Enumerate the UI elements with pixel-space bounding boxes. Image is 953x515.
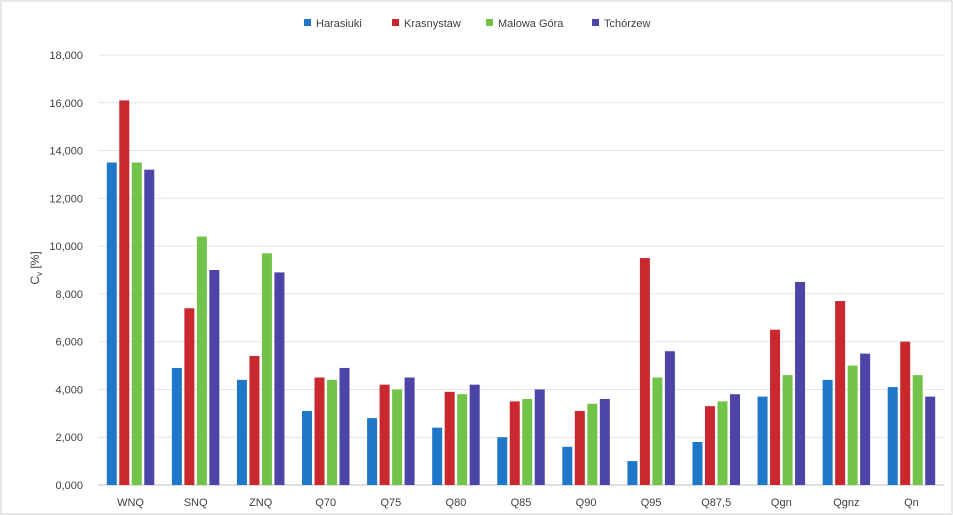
x-axis-ticks: WNQ SNQ ZNQ Q70 Q75 Q80 Q85 Q90 Q95 Q87,5 Qgn Qgnz Q… — [117, 497, 919, 509]
y-tick-label: 0,000 — [55, 480, 83, 492]
y-tick-label: 12,000 — [49, 193, 83, 205]
bar-krasnystaw-q70 — [314, 377, 325, 485]
x-tick-label: Q87,5 — [701, 497, 731, 509]
bar-krasnystaw-qn — [900, 341, 911, 485]
bar-krasnystaw-q85 — [509, 401, 520, 485]
bar-malowa-g-ra-q75 — [392, 389, 403, 485]
bar-harasiuki-znq — [236, 379, 247, 485]
bar-tch-rzew-znq — [274, 272, 285, 485]
bar-malowa-g-ra-qgn — [782, 375, 793, 485]
x-tick-label: ZNQ — [249, 497, 273, 509]
bar-tch-rzew-q95 — [664, 351, 675, 485]
x-tick-label: Q70 — [315, 497, 336, 509]
bar-tch-rzew-q70 — [339, 367, 350, 485]
y-axis-title-main: C — [28, 276, 42, 285]
bar-malowa-g-ra-q70 — [327, 379, 338, 485]
y-tick-label: 10,000 — [49, 241, 83, 253]
bar-krasnystaw-snq — [184, 308, 195, 485]
bar-tch-rzew-q80 — [469, 384, 480, 485]
bar-harasiuki-wnq — [106, 162, 117, 485]
bar-malowa-g-ra-q85 — [522, 399, 533, 485]
y-tick-label: 6,000 — [55, 337, 83, 349]
bars — [106, 100, 936, 485]
x-tick-label: Qgnz — [833, 497, 859, 509]
bar-harasiuki-qgnz — [822, 379, 833, 485]
bar-malowa-g-ra-snq — [196, 236, 207, 485]
bar-harasiuki-q75 — [367, 418, 378, 485]
bar-malowa-g-ra-q87-5 — [717, 401, 728, 485]
y-tick-label: 2,000 — [55, 432, 83, 444]
x-tick-label: Q95 — [641, 497, 662, 509]
bar-malowa-g-ra-q95 — [652, 377, 663, 485]
x-tick-label: Qgn — [771, 497, 792, 509]
bar-krasnystaw-qgnz — [835, 301, 846, 485]
bar-krasnystaw-q80 — [444, 391, 455, 485]
bar-harasiuki-q85 — [497, 437, 508, 485]
legend-label: Tchórzew — [604, 18, 651, 30]
y-tick-label: 4,000 — [55, 384, 83, 396]
x-tick-label: Q75 — [380, 497, 401, 509]
bar-harasiuki-q70 — [302, 410, 313, 485]
bar-malowa-g-ra-q90 — [587, 403, 598, 485]
legend-swatch — [486, 19, 493, 26]
bar-tch-rzew-q85 — [534, 389, 545, 485]
bar-tch-rzew-qn — [925, 396, 936, 485]
y-tick-label: 14,000 — [49, 146, 83, 158]
bar-tch-rzew-q87-5 — [729, 394, 740, 485]
bar-tch-rzew-qgn — [795, 281, 806, 485]
legend-label: Harasiuki — [316, 18, 362, 30]
bar-tch-rzew-snq — [209, 270, 220, 485]
legend-label: Krasnystaw — [404, 18, 461, 30]
bar-harasiuki-qn — [887, 387, 898, 485]
x-tick-label: Q90 — [576, 497, 597, 509]
x-tick-label: WNQ — [117, 497, 144, 509]
bar-malowa-g-ra-qn — [912, 375, 923, 485]
bar-malowa-g-ra-q80 — [457, 394, 468, 485]
bar-krasnystaw-qgn — [770, 329, 781, 485]
legend-label: Malowa Góra — [498, 18, 564, 30]
bar-tch-rzew-q75 — [404, 377, 415, 485]
bar-malowa-g-ra-znq — [261, 253, 272, 485]
legend: Harasiuki Krasnystaw Malowa Góra Tchórzew — [304, 18, 651, 30]
bar-krasnystaw-q95 — [639, 258, 650, 485]
legend-swatch — [392, 19, 399, 26]
y-tick-label: 16,000 — [49, 98, 83, 110]
y-axis-ticks: 0,000 2,000 4,000 6,000 8,000 10,000 12,000 14,… — [49, 50, 83, 492]
bar-krasnystaw-q90 — [574, 410, 585, 485]
bar-malowa-g-ra-qgnz — [847, 365, 858, 485]
bar-krasnystaw-q75 — [379, 384, 390, 485]
bar-krasnystaw-znq — [249, 356, 260, 485]
bar-harasiuki-q90 — [562, 446, 573, 485]
legend-swatch — [304, 19, 311, 26]
y-axis-title-unit: [%] — [28, 251, 42, 272]
bar-harasiuki-q87-5 — [692, 442, 703, 485]
bar-tch-rzew-wnq — [144, 169, 155, 485]
bar-krasnystaw-q87-5 — [704, 406, 715, 485]
bar-harasiuki-snq — [171, 367, 182, 485]
bar-harasiuki-q80 — [432, 427, 443, 485]
y-axis-title: Cv [%] — [28, 251, 44, 284]
bar-tch-rzew-qgnz — [860, 353, 871, 485]
x-tick-label: Q85 — [511, 497, 532, 509]
legend-swatch — [592, 19, 599, 26]
x-tick-label: Q80 — [446, 497, 467, 509]
bar-harasiuki-qgn — [757, 396, 768, 485]
y-tick-label: 8,000 — [55, 289, 83, 301]
bar-tch-rzew-q90 — [599, 399, 610, 485]
y-tick-label: 18,000 — [49, 50, 83, 62]
x-tick-label: SNQ — [184, 497, 208, 509]
bar-harasiuki-q95 — [627, 461, 638, 485]
y-axis-title-sub: v — [35, 272, 44, 276]
x-tick-label: Qn — [904, 497, 919, 509]
bar-malowa-g-ra-wnq — [131, 162, 142, 485]
bar-krasnystaw-wnq — [119, 100, 130, 485]
